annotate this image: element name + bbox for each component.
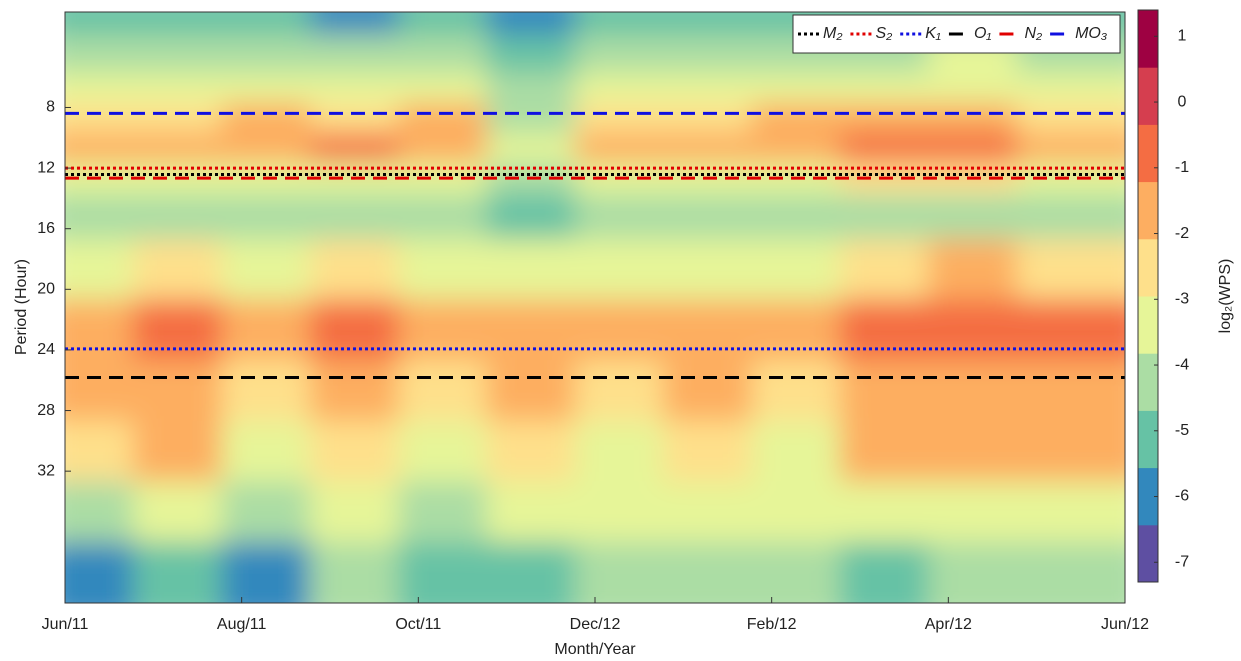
y-tick-label: 24 [37, 341, 55, 358]
colorbar-tick-label: -1 [1175, 159, 1189, 176]
colorbar-segment [1138, 238, 1158, 297]
legend-label: MO₃ [1075, 25, 1107, 42]
y-tick-label: 8 [46, 99, 55, 116]
colorbar-segment [1138, 10, 1158, 68]
colorbar-frame [1137, 9, 1159, 583]
x-axis-label: Month/Year [554, 641, 636, 658]
colorbar-tick-label: -6 [1175, 488, 1189, 505]
legend-label: S₂ [875, 25, 892, 42]
heatmap [65, 12, 1125, 603]
colorbar-tick-label: -2 [1175, 225, 1189, 242]
y-tick-label: 28 [37, 402, 55, 419]
colorbar-segment [1138, 467, 1158, 526]
colorbar-label: log₂(WPS) [1217, 259, 1234, 334]
legend-label: O₁ [974, 25, 992, 42]
colorbar-tick-label: 1 [1178, 28, 1187, 45]
colorbar-tick-label: -3 [1175, 291, 1189, 308]
x-tick-label: Jun/12 [1101, 616, 1149, 633]
x-tick-label: Aug/11 [217, 616, 267, 633]
colorbar-segment [1138, 67, 1158, 125]
colorbar-segment [1138, 124, 1158, 183]
colorbar-tick-label: -7 [1175, 553, 1189, 570]
y-tick-label: 16 [37, 220, 55, 237]
colorbar-tick-label: 0 [1178, 93, 1187, 110]
colorbar-tick-label: -4 [1175, 356, 1189, 373]
x-tick-label: Jun/11 [42, 616, 89, 633]
colorbar-segment [1138, 181, 1158, 240]
y-axis-label: Period (Hour) [13, 259, 30, 355]
colorbar-segment [1138, 296, 1158, 354]
colorbar-segment [1138, 410, 1158, 469]
colorbar-segment [1138, 353, 1158, 411]
reference-lines [65, 111, 1125, 380]
colorbar-tick-label: -5 [1175, 422, 1189, 439]
y-tick-label: 32 [37, 462, 55, 479]
x-tick-label: Dec/12 [570, 616, 621, 633]
y-tick-label: 20 [37, 281, 55, 298]
legend-label: K₁ [925, 25, 941, 42]
legend-label: N₂ [1024, 25, 1042, 42]
y-tick-label: 12 [37, 159, 55, 176]
x-tick-label: Oct/11 [395, 616, 441, 633]
x-tick-label: Feb/12 [747, 616, 797, 633]
colorbar-segment [1138, 524, 1158, 583]
heatmap-cell [1016, 542, 1125, 603]
x-tick-label: Apr/12 [925, 616, 972, 633]
legend-label: M₂ [823, 25, 842, 42]
